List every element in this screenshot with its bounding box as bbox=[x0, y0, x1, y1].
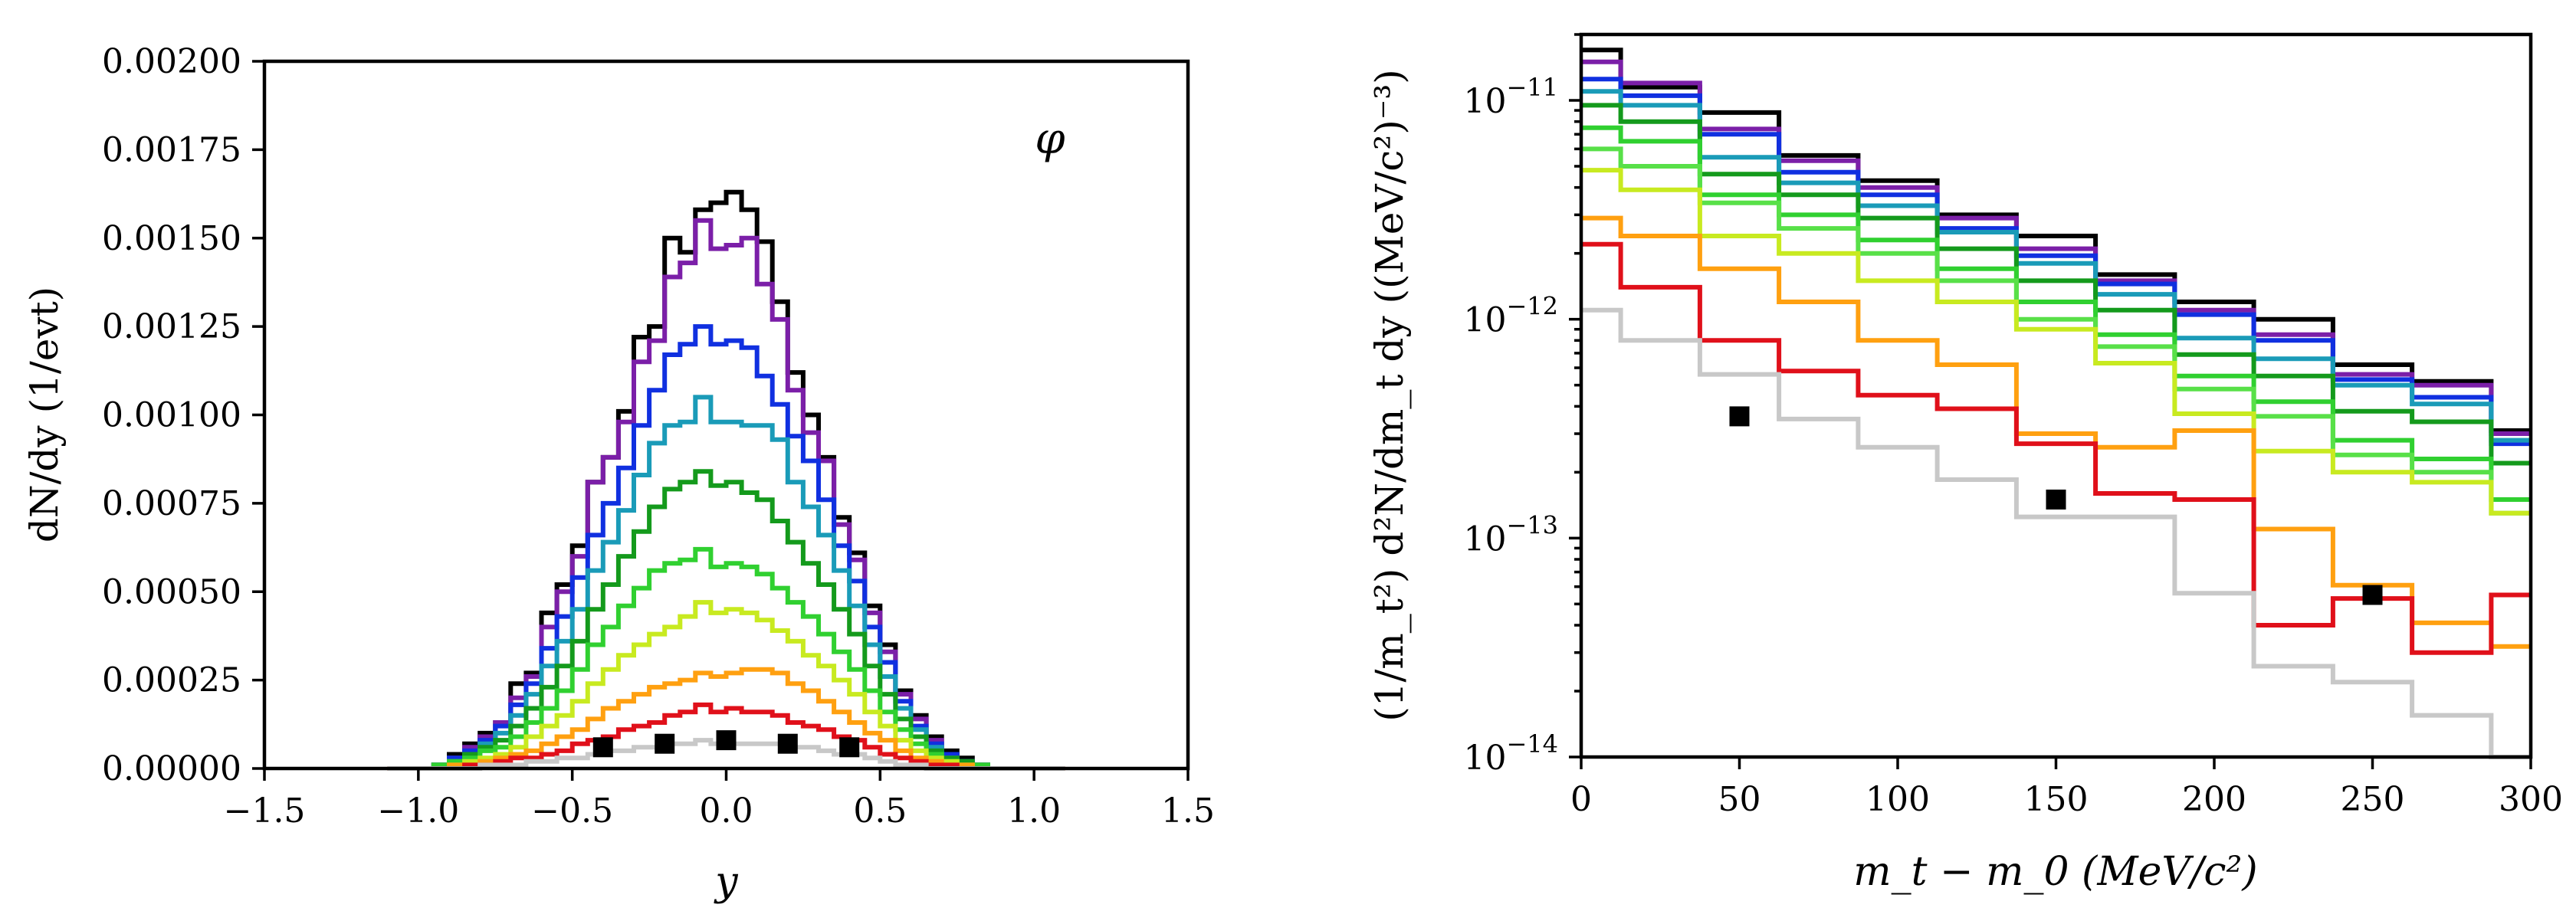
y-tick-exponent: −11 bbox=[1506, 73, 1558, 102]
x-tick-label: 300 bbox=[2499, 780, 2563, 819]
data-marker bbox=[655, 733, 675, 754]
series-red bbox=[1581, 241, 2531, 655]
x-tick-label: 100 bbox=[1866, 780, 1930, 819]
chart-transverse-mass-spectrum: 0 50 100 150 200 250 300 10−1410−1310−1210−11 … bbox=[1367, 32, 2563, 895]
y-tick-label: 0.00050 bbox=[102, 572, 241, 611]
series-teal bbox=[1581, 89, 2531, 443]
series-red bbox=[387, 702, 1065, 771]
data-marker bbox=[1729, 406, 1750, 427]
y-tick-label: 0.00075 bbox=[102, 484, 241, 523]
particle-annotation: φ bbox=[1035, 114, 1065, 164]
y-tick-label: 0.00000 bbox=[102, 749, 241, 788]
series-green bbox=[387, 546, 1065, 771]
series-blue bbox=[1581, 77, 2531, 447]
histogram-series-group bbox=[387, 189, 1065, 771]
series-light-gray bbox=[1581, 307, 2531, 759]
x-axis-label: m_t − m_0 (MeV/c²) bbox=[1853, 849, 2257, 895]
y-tick-label: 10−11 bbox=[1463, 73, 1558, 121]
series-yellow-green bbox=[387, 600, 1065, 771]
y-tick-label: 0.00175 bbox=[102, 130, 241, 169]
data-marker-group bbox=[592, 730, 860, 758]
y-tick-label: 0.00100 bbox=[102, 396, 241, 435]
y-tick-base: 10 bbox=[1463, 82, 1506, 121]
y-tick-exponent: −13 bbox=[1506, 510, 1558, 539]
series-yellow-green bbox=[1581, 168, 2531, 516]
series-medium-green bbox=[1581, 146, 2531, 516]
x-tick-label: 1.0 bbox=[1007, 791, 1061, 831]
y-tick-label: 10−14 bbox=[1463, 729, 1558, 778]
y-tick-label: 0.00025 bbox=[102, 661, 241, 700]
series-green bbox=[1581, 125, 2531, 502]
series-dark-green bbox=[1581, 103, 2531, 466]
data-marker-group bbox=[1729, 406, 2383, 605]
data-marker bbox=[839, 737, 860, 758]
y-axis-label: dN/dy (1/evt) bbox=[22, 287, 67, 542]
series-purple bbox=[1581, 59, 2531, 436]
x-tick-label: 0 bbox=[1570, 780, 1592, 819]
x-tick-label: 0.5 bbox=[853, 791, 907, 831]
y-tick-base: 10 bbox=[1463, 739, 1506, 778]
data-marker bbox=[592, 737, 613, 758]
y-tick-label: 0.00150 bbox=[102, 219, 241, 258]
y-tick-exponent: −14 bbox=[1506, 729, 1558, 759]
y-axis-label: (1/m_t²) d²N/dm_t dy ((MeV/c²)⁻³) bbox=[1367, 69, 1412, 722]
series-orange bbox=[387, 667, 1065, 771]
y-tick-label: 10−13 bbox=[1463, 510, 1558, 559]
histogram-series-group bbox=[1581, 48, 2531, 759]
data-marker bbox=[2046, 490, 2066, 510]
x-axis-ticks: 0 50 100 150 200 250 300 bbox=[1570, 757, 2563, 819]
y-tick-exponent: −12 bbox=[1506, 292, 1558, 321]
y-tick-label: 10−12 bbox=[1463, 292, 1558, 340]
series-light-gray bbox=[387, 738, 1065, 771]
x-tick-label: 200 bbox=[2182, 780, 2246, 819]
x-tick-label: 1.5 bbox=[1161, 791, 1215, 831]
data-marker bbox=[716, 730, 737, 751]
y-tick-label: 0.00125 bbox=[102, 307, 241, 346]
x-tick-label: −1.0 bbox=[377, 791, 459, 831]
y-tick-label: 0.00200 bbox=[102, 42, 241, 81]
y-axis-ticks: 0.00000 0.00025 0.00050 0.00075 0.00100 0.001… bbox=[102, 42, 264, 788]
data-marker bbox=[2362, 585, 2383, 605]
data-marker bbox=[777, 733, 798, 754]
y-tick-base: 10 bbox=[1463, 301, 1506, 340]
x-tick-label: 150 bbox=[2024, 780, 2089, 819]
x-tick-label: −0.5 bbox=[531, 791, 613, 831]
x-tick-label: 50 bbox=[1718, 780, 1761, 819]
series-black bbox=[1581, 48, 2531, 433]
x-tick-label: −1.5 bbox=[224, 791, 306, 831]
x-axis-label: y bbox=[714, 859, 738, 905]
x-tick-label: 0.0 bbox=[700, 791, 753, 831]
chart-rapidity-distribution: −1.5 −1.0 −0.5 0.0 0.5 1.0 1.5 0.000000.000250… bbox=[22, 42, 1215, 905]
y-tick-base: 10 bbox=[1463, 519, 1506, 559]
x-axis-ticks: −1.5 −1.0 −0.5 0.0 0.5 1.0 1.5 bbox=[224, 768, 1215, 831]
x-tick-label: 250 bbox=[2341, 780, 2405, 819]
series-orange bbox=[1581, 215, 2531, 649]
